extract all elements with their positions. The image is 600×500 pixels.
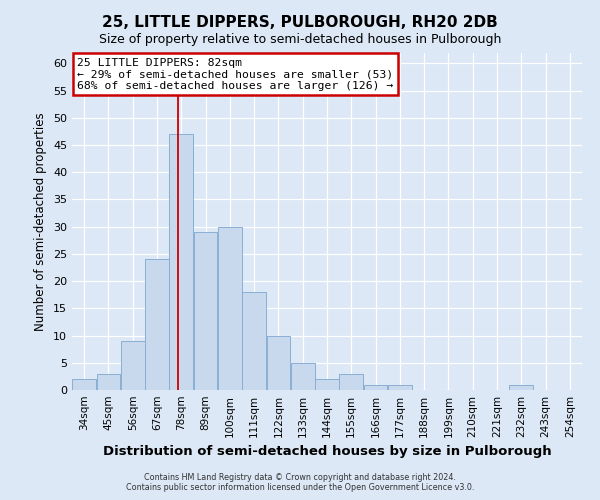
Text: Size of property relative to semi-detached houses in Pulborough: Size of property relative to semi-detach… (99, 32, 501, 46)
Bar (218, 226, 242, 390)
Bar (242, 292, 266, 390)
Bar (169, 134, 193, 390)
X-axis label: Distribution of semi-detached houses by size in Pulborough: Distribution of semi-detached houses by … (103, 446, 551, 458)
Bar (388, 384, 412, 390)
Text: Contains HM Land Registry data © Crown copyright and database right 2024.
Contai: Contains HM Land Registry data © Crown c… (126, 473, 474, 492)
Text: 25 LITTLE DIPPERS: 82sqm
← 29% of semi-detached houses are smaller (53)
68% of s: 25 LITTLE DIPPERS: 82sqm ← 29% of semi-d… (77, 58, 394, 91)
Bar (194, 232, 217, 390)
Bar (315, 379, 339, 390)
Bar (97, 374, 120, 390)
Bar (509, 384, 533, 390)
Bar (145, 260, 169, 390)
Bar (291, 363, 314, 390)
Y-axis label: Number of semi-detached properties: Number of semi-detached properties (34, 112, 47, 330)
Text: 25, LITTLE DIPPERS, PULBOROUGH, RH20 2DB: 25, LITTLE DIPPERS, PULBOROUGH, RH20 2DB (102, 15, 498, 30)
Bar (364, 384, 388, 390)
Bar (73, 379, 96, 390)
Bar (266, 336, 290, 390)
Bar (340, 374, 363, 390)
Bar (121, 341, 145, 390)
